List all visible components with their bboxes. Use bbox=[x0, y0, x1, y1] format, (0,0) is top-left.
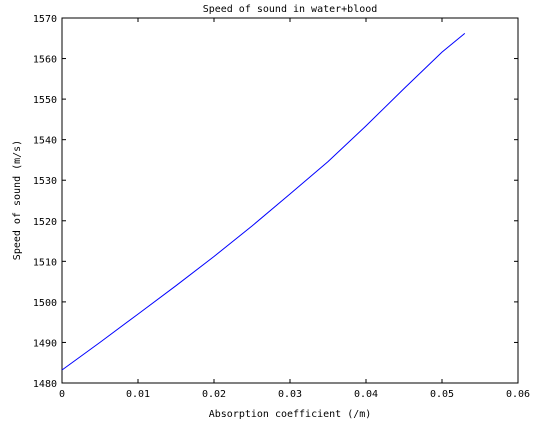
y-tick-label: 1530 bbox=[33, 176, 57, 187]
chart-title: Speed of sound in water+blood bbox=[203, 4, 378, 15]
y-tick-label: 1540 bbox=[33, 136, 57, 147]
x-tick-label: 0.06 bbox=[506, 389, 530, 400]
y-tick-label: 1500 bbox=[33, 298, 57, 309]
x-tick-label: 0.03 bbox=[278, 389, 302, 400]
y-tick-label: 1550 bbox=[33, 95, 57, 106]
x-tick-label: 0.04 bbox=[354, 389, 378, 400]
x-tick-label: 0 bbox=[59, 389, 65, 400]
y-tick-label: 1560 bbox=[33, 55, 57, 66]
x-axis-label: Absorption coefficient (/m) bbox=[209, 409, 372, 420]
y-tick-label: 1570 bbox=[33, 14, 57, 25]
y-tick-label: 1480 bbox=[33, 379, 57, 390]
y-tick-label: 1490 bbox=[33, 338, 57, 349]
plot-area bbox=[62, 18, 518, 383]
x-tick-label: 0.02 bbox=[202, 389, 226, 400]
y-tick-label: 1520 bbox=[33, 217, 57, 228]
x-tick-label: 0.01 bbox=[126, 389, 150, 400]
y-axis-label: Speed of sound (m/s) bbox=[12, 140, 23, 260]
y-tick-label: 1510 bbox=[33, 257, 57, 268]
x-tick-label: 0.05 bbox=[430, 389, 454, 400]
